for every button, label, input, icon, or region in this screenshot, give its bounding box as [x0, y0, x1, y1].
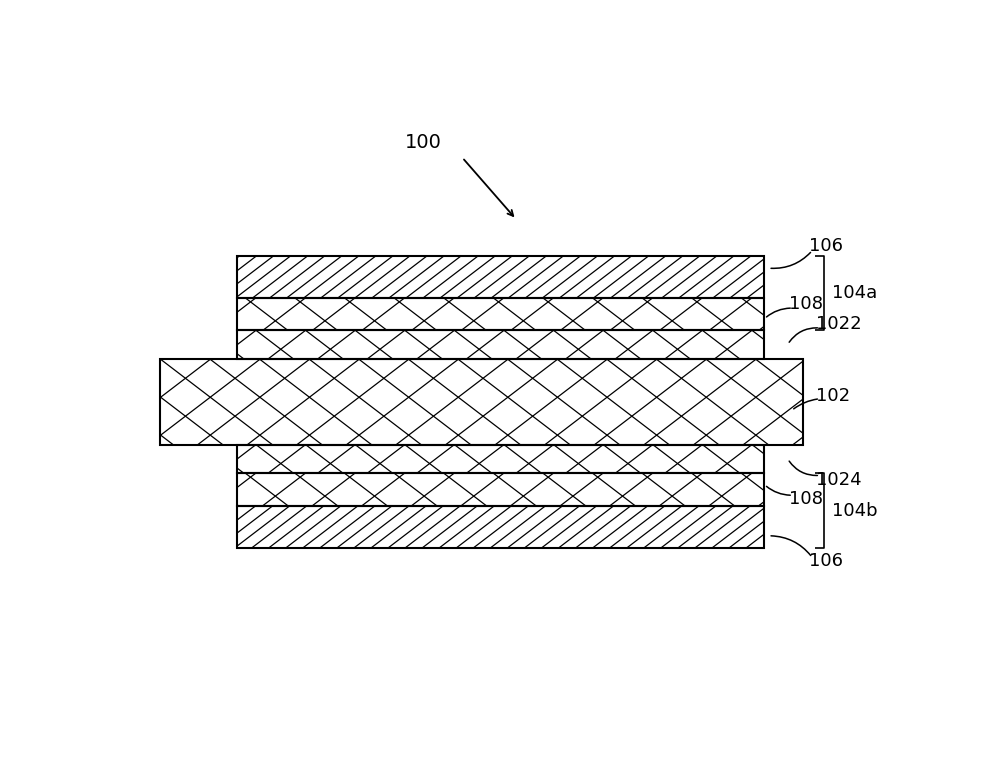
Bar: [237, 505, 764, 548]
Bar: [237, 473, 764, 505]
Bar: [237, 505, 764, 548]
Text: 1022: 1022: [816, 315, 862, 333]
Bar: [237, 298, 764, 331]
Text: 106: 106: [809, 552, 843, 571]
Bar: [237, 331, 764, 358]
Text: 108: 108: [789, 491, 823, 508]
Bar: [237, 256, 764, 298]
Bar: [160, 358, 803, 444]
Text: 102: 102: [816, 387, 850, 404]
Text: 106: 106: [809, 237, 843, 255]
Text: 1024: 1024: [816, 471, 862, 488]
Text: 104a: 104a: [832, 285, 877, 302]
Bar: [237, 331, 764, 358]
Bar: [160, 358, 803, 444]
Text: 108: 108: [789, 295, 823, 313]
Text: 100: 100: [405, 133, 442, 152]
Bar: [237, 444, 764, 473]
Bar: [237, 298, 764, 331]
Bar: [237, 444, 764, 473]
Bar: [237, 256, 764, 298]
Bar: [237, 473, 764, 505]
Text: 104b: 104b: [832, 501, 877, 520]
